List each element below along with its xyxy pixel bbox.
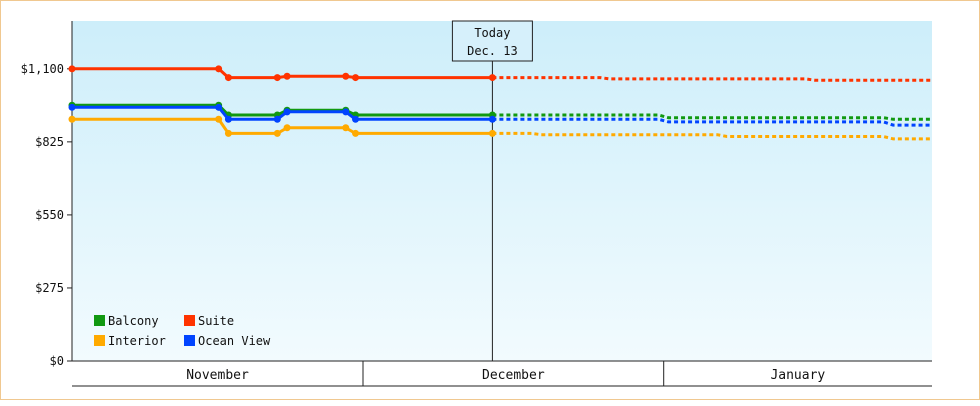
series-lines (68, 65, 932, 141)
data-point (488, 74, 496, 82)
today-label: Today (474, 26, 510, 40)
data-point (283, 108, 291, 116)
data-point (342, 124, 350, 132)
legend-swatch (94, 335, 105, 346)
today-box (451, 20, 533, 62)
data-point (215, 115, 223, 123)
legend-label: Interior (108, 334, 166, 348)
legend-label: Ocean View (198, 334, 271, 348)
month-label: December (482, 368, 545, 383)
x-axis-months: November December January (72, 360, 932, 387)
y-tick-label: $0 (50, 354, 64, 368)
legend: Balcony Suite Interior Ocean View (94, 314, 271, 348)
legend-swatch (94, 315, 105, 326)
data-point (273, 74, 281, 82)
forecast-line-balcony (492, 113, 932, 121)
month-label: November (186, 368, 249, 383)
y-tick-label: $550 (35, 208, 64, 222)
today-marker: Today Dec. 13 (451, 20, 533, 361)
data-point (224, 115, 232, 123)
legend-label: Suite (198, 314, 234, 328)
data-point (68, 103, 76, 111)
data-point (224, 129, 232, 137)
y-tick-label: $275 (35, 281, 64, 295)
today-date-label: Dec. 13 (467, 44, 518, 58)
data-point (273, 129, 281, 137)
forecast-line-ocean-view (492, 117, 932, 127)
data-point (68, 115, 76, 123)
data-point (224, 74, 232, 82)
data-point (488, 115, 496, 123)
legend-label: Balcony (108, 314, 159, 328)
data-point (352, 115, 360, 123)
data-point (342, 72, 350, 80)
legend-swatch (184, 335, 195, 346)
y-axis: $0 $275 $550 $825 $1,100 (21, 21, 73, 368)
legend-swatch (184, 315, 195, 326)
data-point (352, 74, 360, 82)
data-point (342, 108, 350, 116)
data-point (68, 65, 76, 73)
forecast-line-interior (492, 131, 932, 141)
data-point (488, 129, 496, 137)
data-point (215, 65, 223, 73)
data-point (352, 129, 360, 137)
month-label: January (770, 368, 825, 383)
data-point (283, 72, 291, 80)
data-point (283, 124, 291, 132)
plot-area (72, 21, 932, 361)
data-point (273, 115, 281, 123)
y-tick-label: $825 (35, 135, 64, 149)
data-point (215, 103, 223, 111)
y-tick-label: $1,100 (21, 62, 64, 76)
